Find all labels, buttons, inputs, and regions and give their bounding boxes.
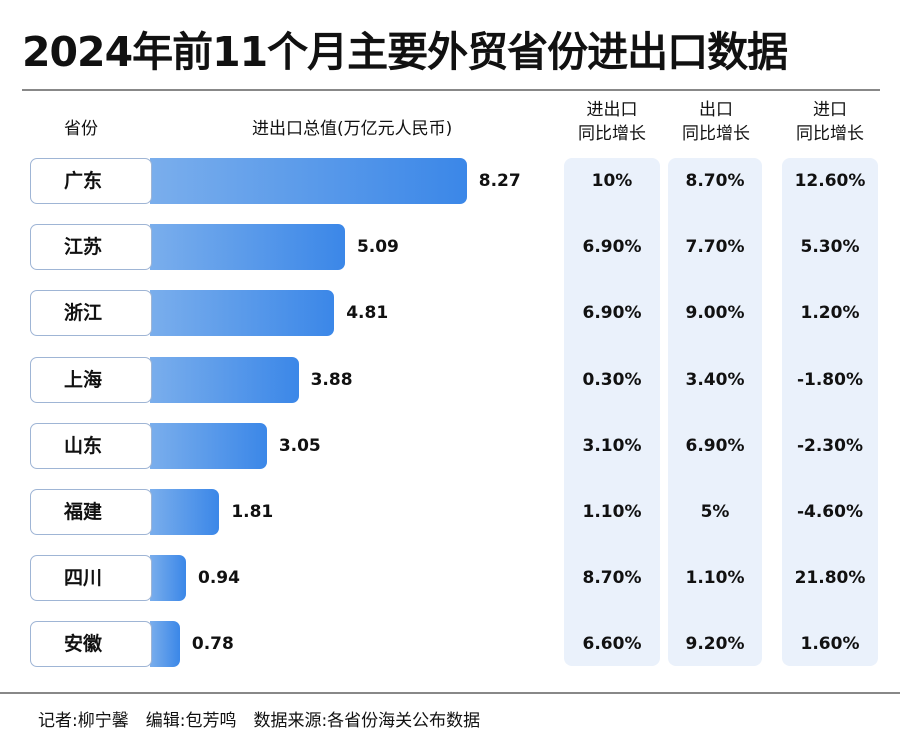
- province-label: 浙江: [30, 290, 152, 337]
- table-row: 山东 3.05 3.10% 6.90% -2.30%: [0, 422, 900, 469]
- bar-value-label: 3.05: [278, 435, 321, 456]
- province-label: 山东: [30, 422, 152, 469]
- province-label: 广东: [30, 158, 152, 204]
- header-line: 同比增长: [796, 124, 864, 144]
- import-yoy-cell: -1.80%: [796, 369, 864, 390]
- import-yoy-cell: 12.60%: [794, 171, 866, 191]
- province-label: 安徽: [30, 621, 152, 668]
- trade-yoy-panel: [564, 158, 660, 666]
- header-total: 进出口总值(万亿元人民币): [252, 119, 453, 139]
- bar-value-label: 0.78: [191, 634, 234, 655]
- top-divider: [22, 89, 880, 91]
- table-row: 四川 0.94 8.70% 1.10% 21.80%: [0, 555, 900, 602]
- import-yoy-cell: -4.60%: [796, 502, 864, 522]
- table-row: 广东 8.27 10% 8.70% 12.60%: [0, 158, 900, 204]
- import-yoy-cell: 5.30%: [800, 237, 860, 258]
- import-yoy-panel: [782, 158, 878, 666]
- export-yoy-cell: 8.70%: [685, 171, 745, 191]
- province-label: 江苏: [30, 224, 152, 271]
- import-yoy-cell: -2.30%: [796, 435, 864, 456]
- export-yoy-cell: 7.70%: [685, 237, 745, 258]
- province-label: 福建: [30, 489, 152, 535]
- import-yoy-cell: 1.60%: [800, 634, 860, 655]
- bottom-divider: [0, 692, 900, 694]
- table-row: 江苏 5.09 6.90% 7.70% 5.30%: [0, 224, 900, 271]
- header-line: 同比增长: [682, 124, 750, 144]
- table-row: 上海 3.88 0.30% 3.40% -1.80%: [0, 356, 900, 403]
- bar: [150, 356, 299, 403]
- trade-yoy-cell: 6.90%: [582, 237, 642, 258]
- bar: [150, 224, 345, 271]
- import-yoy-cell: 1.20%: [800, 303, 860, 324]
- header-export-yoy: 出口 同比增长: [666, 98, 766, 146]
- header-line: 进出口: [586, 100, 638, 120]
- trade-yoy-cell: 10%: [591, 171, 633, 191]
- bar-value-label: 3.88: [310, 369, 353, 390]
- header-import-yoy: 进口 同比增长: [780, 98, 880, 146]
- table-row: 安徽 0.78 6.60% 9.20% 1.60%: [0, 621, 900, 668]
- export-yoy-cell: 9.20%: [685, 634, 745, 655]
- page-title: 2024年前11个月主要外贸省份进出口数据: [22, 28, 788, 76]
- trade-yoy-cell: 1.10%: [582, 502, 642, 522]
- export-yoy-cell: 1.10%: [685, 568, 745, 589]
- bar: [150, 158, 467, 204]
- province-label: 四川: [30, 555, 152, 602]
- trade-yoy-cell: 8.70%: [582, 568, 642, 589]
- footer-credits: 记者:柳宁馨 编辑:包芳鸣 数据来源:各省份海关公布数据: [38, 711, 481, 731]
- export-yoy-cell: 5%: [700, 502, 730, 522]
- bar: [150, 422, 267, 469]
- header-line: 进口: [813, 100, 847, 120]
- export-yoy-cell: 6.90%: [685, 435, 745, 456]
- header-trade-yoy: 进出口 同比增长: [562, 98, 662, 146]
- trade-yoy-cell: 3.10%: [582, 435, 642, 456]
- export-yoy-panel: [668, 158, 762, 666]
- bar: [150, 290, 335, 337]
- trade-yoy-cell: 6.90%: [582, 303, 642, 324]
- import-yoy-cell: 21.80%: [794, 568, 866, 589]
- header-line: 同比增长: [578, 124, 646, 144]
- header-line: 出口: [699, 100, 733, 120]
- bar: [150, 489, 220, 535]
- bar-value-label: 5.09: [356, 237, 399, 258]
- export-yoy-cell: 9.00%: [685, 303, 745, 324]
- bar-value-label: 1.81: [231, 502, 274, 522]
- trade-yoy-cell: 6.60%: [582, 634, 642, 655]
- bar-value-label: 8.27: [478, 171, 521, 191]
- trade-yoy-cell: 0.30%: [582, 369, 642, 390]
- export-yoy-cell: 3.40%: [685, 369, 745, 390]
- bar-value-label: 4.81: [346, 303, 389, 324]
- header-province: 省份: [64, 119, 98, 139]
- bar: [150, 621, 180, 668]
- table-row: 福建 1.81 1.10% 5% -4.60%: [0, 489, 900, 535]
- province-label: 上海: [30, 356, 152, 403]
- table-row: 浙江 4.81 6.90% 9.00% 1.20%: [0, 290, 900, 337]
- bar: [150, 555, 186, 602]
- bar-value-label: 0.94: [198, 568, 240, 589]
